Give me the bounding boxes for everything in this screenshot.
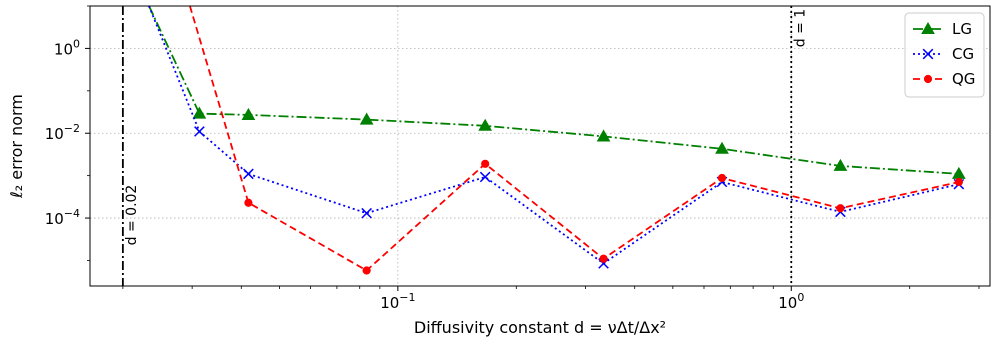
- y-tick-label: 10−4: [45, 207, 80, 228]
- data-point: [921, 21, 935, 34]
- data-point: [478, 118, 493, 131]
- data-point: [836, 204, 845, 213]
- data-point: [481, 159, 490, 168]
- legend-label: QG: [952, 70, 975, 88]
- data-point: [359, 112, 374, 125]
- legend-label: CG: [952, 45, 974, 63]
- series-layer: [148, 6, 966, 275]
- reference-line-label: d = 0.02: [124, 185, 140, 246]
- data-point: [244, 198, 253, 207]
- legend-item-cg: CG: [913, 45, 974, 63]
- data-point: [243, 168, 254, 180]
- plot-area: [90, 6, 990, 286]
- y-tick-label: 10−2: [45, 122, 80, 143]
- x-tick-label: 10−1: [380, 291, 415, 312]
- data-point: [192, 106, 207, 119]
- data-point: [362, 266, 371, 275]
- data-point: [954, 177, 963, 187]
- legend-item-qg: QG: [913, 70, 975, 88]
- x-tick-label: 100: [778, 291, 804, 312]
- data-point: [717, 173, 727, 183]
- ticks: 10−1 100 100 10−2 10−4: [45, 5, 980, 312]
- y-axis-label: ℓ₂ error norm: [7, 94, 26, 199]
- data-point: [922, 48, 934, 60]
- series-line: [148, 6, 960, 265]
- axis-labels: Diffusivity constant d = νΔt/Δx² ℓ₂ error…: [7, 9, 808, 337]
- plot-frame: [89, 5, 991, 287]
- series-lg: [148, 6, 966, 179]
- series-qg: [189, 6, 963, 275]
- reference-line-label: d = 1: [792, 9, 808, 47]
- legend-label: LG: [952, 20, 972, 38]
- data-point: [833, 158, 848, 171]
- y-tick-label: 100: [54, 37, 80, 58]
- data-point: [599, 254, 608, 263]
- data-point: [479, 171, 491, 183]
- x-axis-label: Diffusivity constant d = νΔt/Δx²: [414, 318, 666, 337]
- legend: LG CG QG: [904, 12, 985, 98]
- series-line: [189, 6, 960, 272]
- legend-item-lg: LG: [913, 20, 972, 38]
- reference-lines: [121, 6, 793, 286]
- data-point: [241, 107, 256, 120]
- data-point: [715, 141, 729, 154]
- data-point: [194, 126, 205, 137]
- data-point: [596, 129, 611, 142]
- data-point: [361, 207, 372, 219]
- data-point: [923, 74, 933, 84]
